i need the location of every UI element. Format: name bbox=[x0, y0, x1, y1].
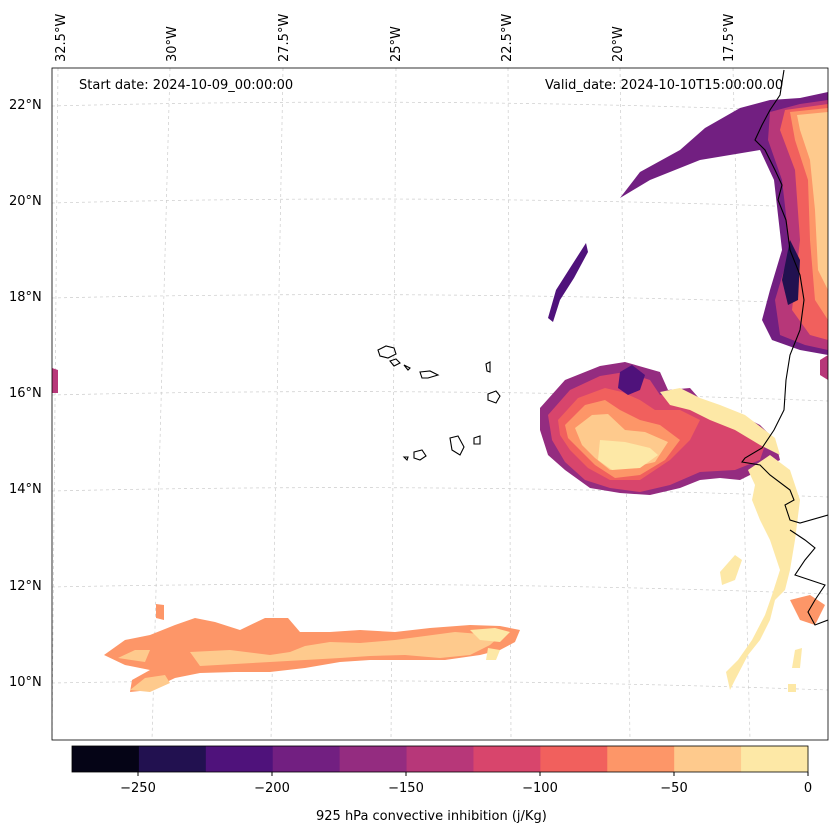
colorbar-title: 925 hPa convective inhibition (j/Kg) bbox=[316, 809, 547, 824]
colorbar-swatch bbox=[540, 746, 608, 772]
colorbar-swatch bbox=[674, 746, 742, 772]
lon-label: 25°W bbox=[389, 26, 404, 62]
colorbar-swatch bbox=[138, 746, 207, 772]
contour-thin-strip bbox=[548, 243, 588, 322]
lon-label: 20°W bbox=[611, 26, 626, 62]
colorbar-tick-label: −50 bbox=[660, 781, 688, 796]
lon-label: 22.5°W bbox=[500, 13, 515, 62]
colorbar-frame bbox=[71, 745, 809, 773]
colorbar-swatch bbox=[205, 746, 274, 772]
lon-label: 17.5°W bbox=[722, 13, 737, 62]
lon-label: 30°W bbox=[165, 26, 180, 62]
contour-south-coast bbox=[720, 555, 742, 585]
island-santo-antao bbox=[377, 345, 397, 359]
colorbar-swatch bbox=[607, 746, 675, 772]
colorbar-swatch bbox=[741, 746, 809, 772]
colorbar-tick-label: −100 bbox=[522, 781, 558, 796]
colorbar-tick-label: 0 bbox=[803, 781, 813, 796]
valid-date-annotation: Valid_date: 2024-10-10T15:00:00.00 bbox=[545, 78, 784, 93]
lon-label: 27.5°W bbox=[277, 13, 292, 62]
colorbar-swatch bbox=[406, 746, 474, 772]
lat-label: 22°N bbox=[9, 98, 42, 113]
lat-label: 10°N bbox=[9, 675, 42, 690]
lat-label: 16°N bbox=[9, 386, 42, 401]
lon-label: 32.5°W bbox=[54, 13, 69, 62]
cin-contours bbox=[52, 92, 828, 692]
colorbar bbox=[71, 745, 809, 776]
africa-coastline bbox=[741, 69, 828, 524]
colorbar-tick-label: −250 bbox=[120, 781, 156, 796]
map-frame bbox=[51, 67, 829, 741]
lat-label: 14°N bbox=[9, 482, 42, 497]
start-date-annotation: Start date: 2024-10-09_00:00:00 bbox=[79, 78, 294, 93]
lat-label: 18°N bbox=[9, 290, 42, 305]
lat-label: 12°N bbox=[9, 579, 42, 594]
colorbar-swatch bbox=[339, 746, 408, 772]
colorbar-tick-label: −200 bbox=[254, 781, 290, 796]
lat-label: 20°N bbox=[9, 194, 42, 209]
colorbar-swatch bbox=[473, 746, 541, 772]
colorbar-tick-label: −150 bbox=[388, 781, 424, 796]
coastlines bbox=[377, 69, 828, 626]
colorbar-swatch bbox=[272, 746, 341, 772]
colorbar-swatch bbox=[72, 746, 140, 772]
